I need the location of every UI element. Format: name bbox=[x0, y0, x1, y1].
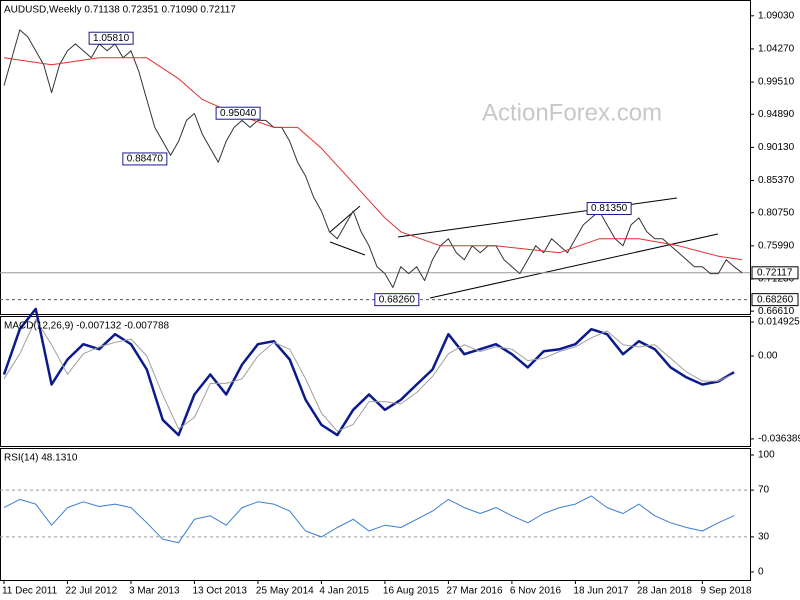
support-box bbox=[751, 293, 799, 307]
pivot-label: 0.68260 bbox=[379, 294, 416, 305]
pivot-label: 0.81350 bbox=[591, 203, 628, 214]
pivot-box bbox=[122, 152, 168, 166]
y-tick-label: 0.80750 bbox=[758, 207, 795, 218]
y-tick-label: 0.90130 bbox=[758, 142, 795, 153]
y-tick-label: 1.04270 bbox=[758, 44, 795, 55]
x-tick-label: 9 Sep 2018 bbox=[700, 586, 752, 597]
last-price-label: 0.72117 bbox=[757, 267, 793, 278]
y-tick-label: 0.66610 bbox=[758, 306, 795, 317]
series-line bbox=[3, 495, 735, 544]
series-line bbox=[2, 307, 735, 437]
y-tick-label: 70 bbox=[758, 485, 770, 496]
y-tick-label: 0.014925 bbox=[758, 317, 800, 328]
x-tick-label: 16 Aug 2015 bbox=[383, 586, 440, 597]
pivot-box bbox=[215, 106, 261, 120]
support-label: 0.68260 bbox=[757, 294, 794, 305]
x-tick-label: 3 Mar 2013 bbox=[129, 586, 180, 597]
pivot-box bbox=[586, 202, 632, 216]
y-tick-label: 30 bbox=[758, 531, 770, 542]
y-tick-label: 0.99510 bbox=[758, 77, 795, 88]
x-tick-label: 13 Oct 2013 bbox=[192, 586, 247, 597]
trend-line bbox=[329, 241, 366, 256]
x-tick-label: 11 Dec 2011 bbox=[2, 586, 58, 597]
x-tick-label: 18 Jun 2017 bbox=[573, 586, 628, 597]
y-tick-label: 1.09030 bbox=[758, 10, 795, 21]
pivot-label: 0.88470 bbox=[127, 154, 164, 165]
pivot-box bbox=[374, 293, 420, 307]
y-tick-label: 0.75990 bbox=[758, 240, 795, 251]
pivot-box bbox=[88, 31, 134, 45]
series-line bbox=[3, 57, 743, 261]
y-tick-label: 0.85370 bbox=[758, 175, 795, 186]
panel-title: AUDUSD,Weekly 0.71138 0.72351 0.71090 0.… bbox=[4, 5, 236, 16]
pivot-label: 1.05810 bbox=[93, 33, 130, 44]
series-line bbox=[3, 319, 735, 432]
panel-frame bbox=[0, 316, 751, 447]
x-tick-label: 6 Nov 2016 bbox=[510, 586, 562, 597]
y-tick-label: 0.00 bbox=[758, 351, 778, 362]
y-tick-label: 0 bbox=[758, 567, 764, 578]
y-tick-label: -0.036389 bbox=[758, 434, 800, 445]
panel-title: MACD(12,26,9) -0.007132 -0.007788 bbox=[4, 321, 170, 332]
x-tick-label: 27 Mar 2016 bbox=[446, 586, 503, 597]
panel-frame bbox=[0, 0, 751, 315]
x-tick-label: 22 Jul 2012 bbox=[65, 586, 117, 597]
trend-line bbox=[329, 205, 361, 233]
x-tick-label: 28 Jan 2018 bbox=[637, 586, 692, 597]
x-tick-label: 25 May 2014 bbox=[256, 586, 314, 597]
pivot-label: 0.95040 bbox=[220, 108, 257, 119]
series-line bbox=[3, 29, 743, 288]
watermark: ActionForex.com bbox=[482, 99, 662, 126]
panel-frame bbox=[0, 448, 751, 581]
last-price-box bbox=[751, 266, 799, 280]
y-tick-label: 100 bbox=[758, 450, 775, 461]
y-tick-label: 0.94890 bbox=[758, 109, 795, 120]
panel-title: RSI(14) 48.1310 bbox=[4, 453, 78, 464]
x-tick-label: 4 Jan 2015 bbox=[319, 586, 369, 597]
